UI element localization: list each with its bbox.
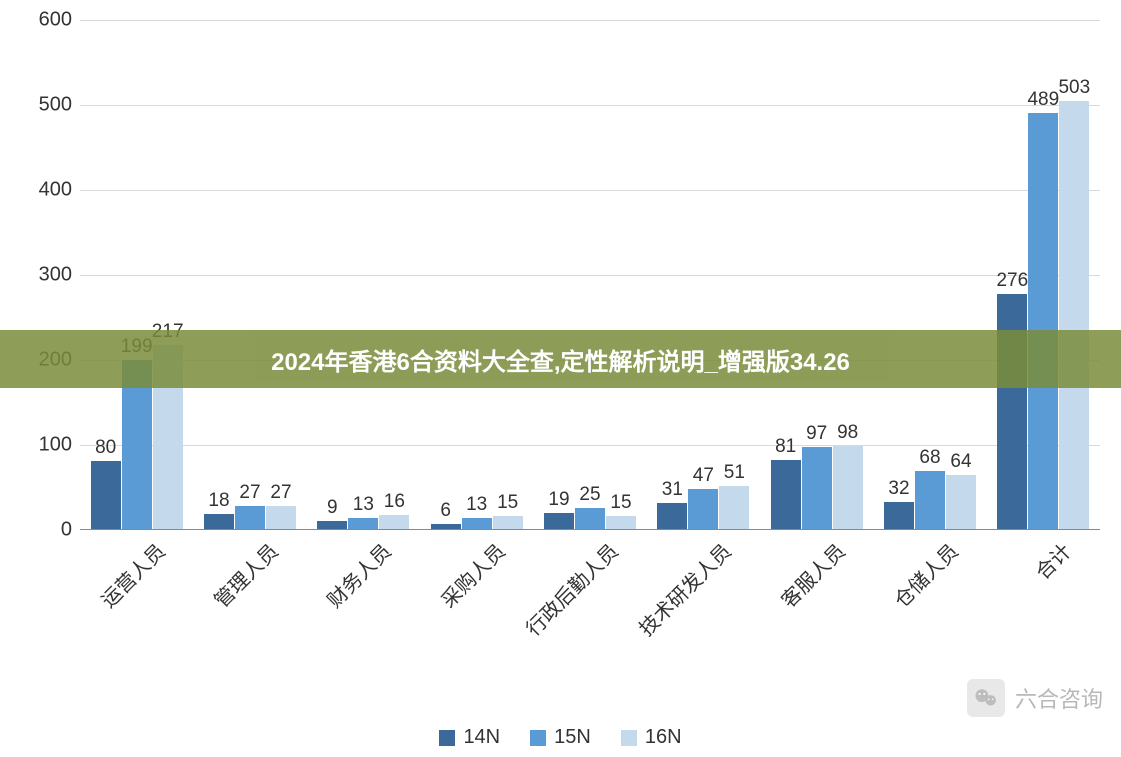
bar: 31 [657,503,687,529]
ytick-label: 500 [39,94,80,117]
title-overlay-banner: 2024年香港6合资料大全查,定性解析说明_增强版34.26 [0,330,1121,388]
legend-label: 14N [463,726,500,749]
bar-value-label: 9 [327,497,338,519]
bar-group: 326864 [884,471,976,529]
bar-value-label: 13 [466,494,487,516]
bar: 13 [462,518,492,529]
bar: 489 [1028,113,1058,529]
chart-container: 010020030040050060080199217运营人员182727管理人… [30,10,1110,600]
legend-swatch [621,730,637,746]
plot-area: 010020030040050060080199217运营人员182727管理人… [80,20,1100,530]
bar-value-label: 31 [662,479,683,501]
watermark-text: 六合咨询 [1015,682,1103,714]
bar: 6 [431,524,461,529]
bar: 97 [802,447,832,529]
bar-value-label: 32 [888,478,909,500]
bar-value-label: 25 [579,484,600,506]
bar-value-label: 97 [806,423,827,445]
legend-swatch [530,730,546,746]
bar: 27 [235,506,265,529]
bar-value-label: 6 [440,500,451,522]
ytick-label: 100 [39,434,80,457]
bar-group: 819798 [771,446,863,529]
bar: 9 [317,521,347,529]
ytick-label: 300 [39,264,80,287]
bar-value-label: 64 [950,451,971,473]
bar-value-label: 47 [693,465,714,487]
bar: 13 [348,518,378,529]
bar-value-label: 15 [497,492,518,514]
ytick-label: 0 [61,519,80,542]
bar-value-label: 276 [996,270,1028,292]
bar: 19 [544,513,574,529]
bar: 68 [915,471,945,529]
bar: 47 [688,489,718,529]
bar-group: 192515 [544,508,636,529]
bar: 81 [771,460,801,529]
xtick-label: 行政后勤人员 [511,529,623,641]
bar: 51 [719,486,749,529]
bar: 98 [833,446,863,529]
gridline [80,190,1100,191]
wechat-icon [967,679,1005,717]
overlay-text: 2024年香港6合资料大全查,定性解析说明_增强版34.26 [271,342,850,377]
bar-value-label: 51 [724,462,745,484]
bar-value-label: 68 [919,447,940,469]
bar: 15 [606,516,636,529]
bar: 18 [204,514,234,529]
xtick-label: 技术研发人员 [624,529,736,641]
bar-group: 91316 [317,515,409,529]
bar: 27 [266,506,296,529]
bar: 80 [91,461,121,529]
chart-legend: 14N 15N 16N [0,726,1121,749]
ytick-label: 400 [39,179,80,202]
bar: 503 [1059,101,1089,529]
bar-value-label: 98 [837,422,858,444]
bar-group: 276489503 [997,101,1089,529]
bar-group: 314751 [657,486,749,529]
bar: 32 [884,502,914,529]
bar: 64 [946,475,976,529]
bar-group: 61315 [431,516,523,529]
xtick-label: 财务人员 [313,529,397,613]
bar-value-label: 81 [775,436,796,458]
legend-label: 16N [645,726,682,749]
watermark: 六合咨询 [967,679,1103,717]
bar-group: 182727 [204,506,296,529]
legend-item: 15N [530,726,591,749]
bar: 16 [379,515,409,529]
legend-swatch [439,730,455,746]
bar-value-label: 27 [239,482,260,504]
gridline [80,445,1100,446]
xtick-label: 客服人员 [766,529,850,613]
bar-value-label: 15 [610,492,631,514]
bar-value-label: 489 [1027,89,1059,111]
bar-value-label: 27 [270,482,291,504]
gridline [80,20,1100,21]
bar-value-label: 18 [208,490,229,512]
ytick-label: 600 [39,9,80,32]
xtick-label: 运营人员 [86,529,170,613]
xtick-label: 管理人员 [199,529,283,613]
bar-value-label: 503 [1058,77,1090,99]
bar-value-label: 16 [384,491,405,513]
gridline [80,275,1100,276]
legend-item: 14N [439,726,500,749]
xtick-label: 仓储人员 [879,529,963,613]
bar-value-label: 19 [548,489,569,511]
xtick-label: 合计 [1021,529,1077,585]
bar: 15 [493,516,523,529]
gridline [80,105,1100,106]
bar: 25 [575,508,605,529]
legend-item: 16N [621,726,682,749]
xtick-label: 采购人员 [426,529,510,613]
bar-value-label: 13 [353,494,374,516]
bar-value-label: 80 [95,437,116,459]
legend-label: 15N [554,726,591,749]
